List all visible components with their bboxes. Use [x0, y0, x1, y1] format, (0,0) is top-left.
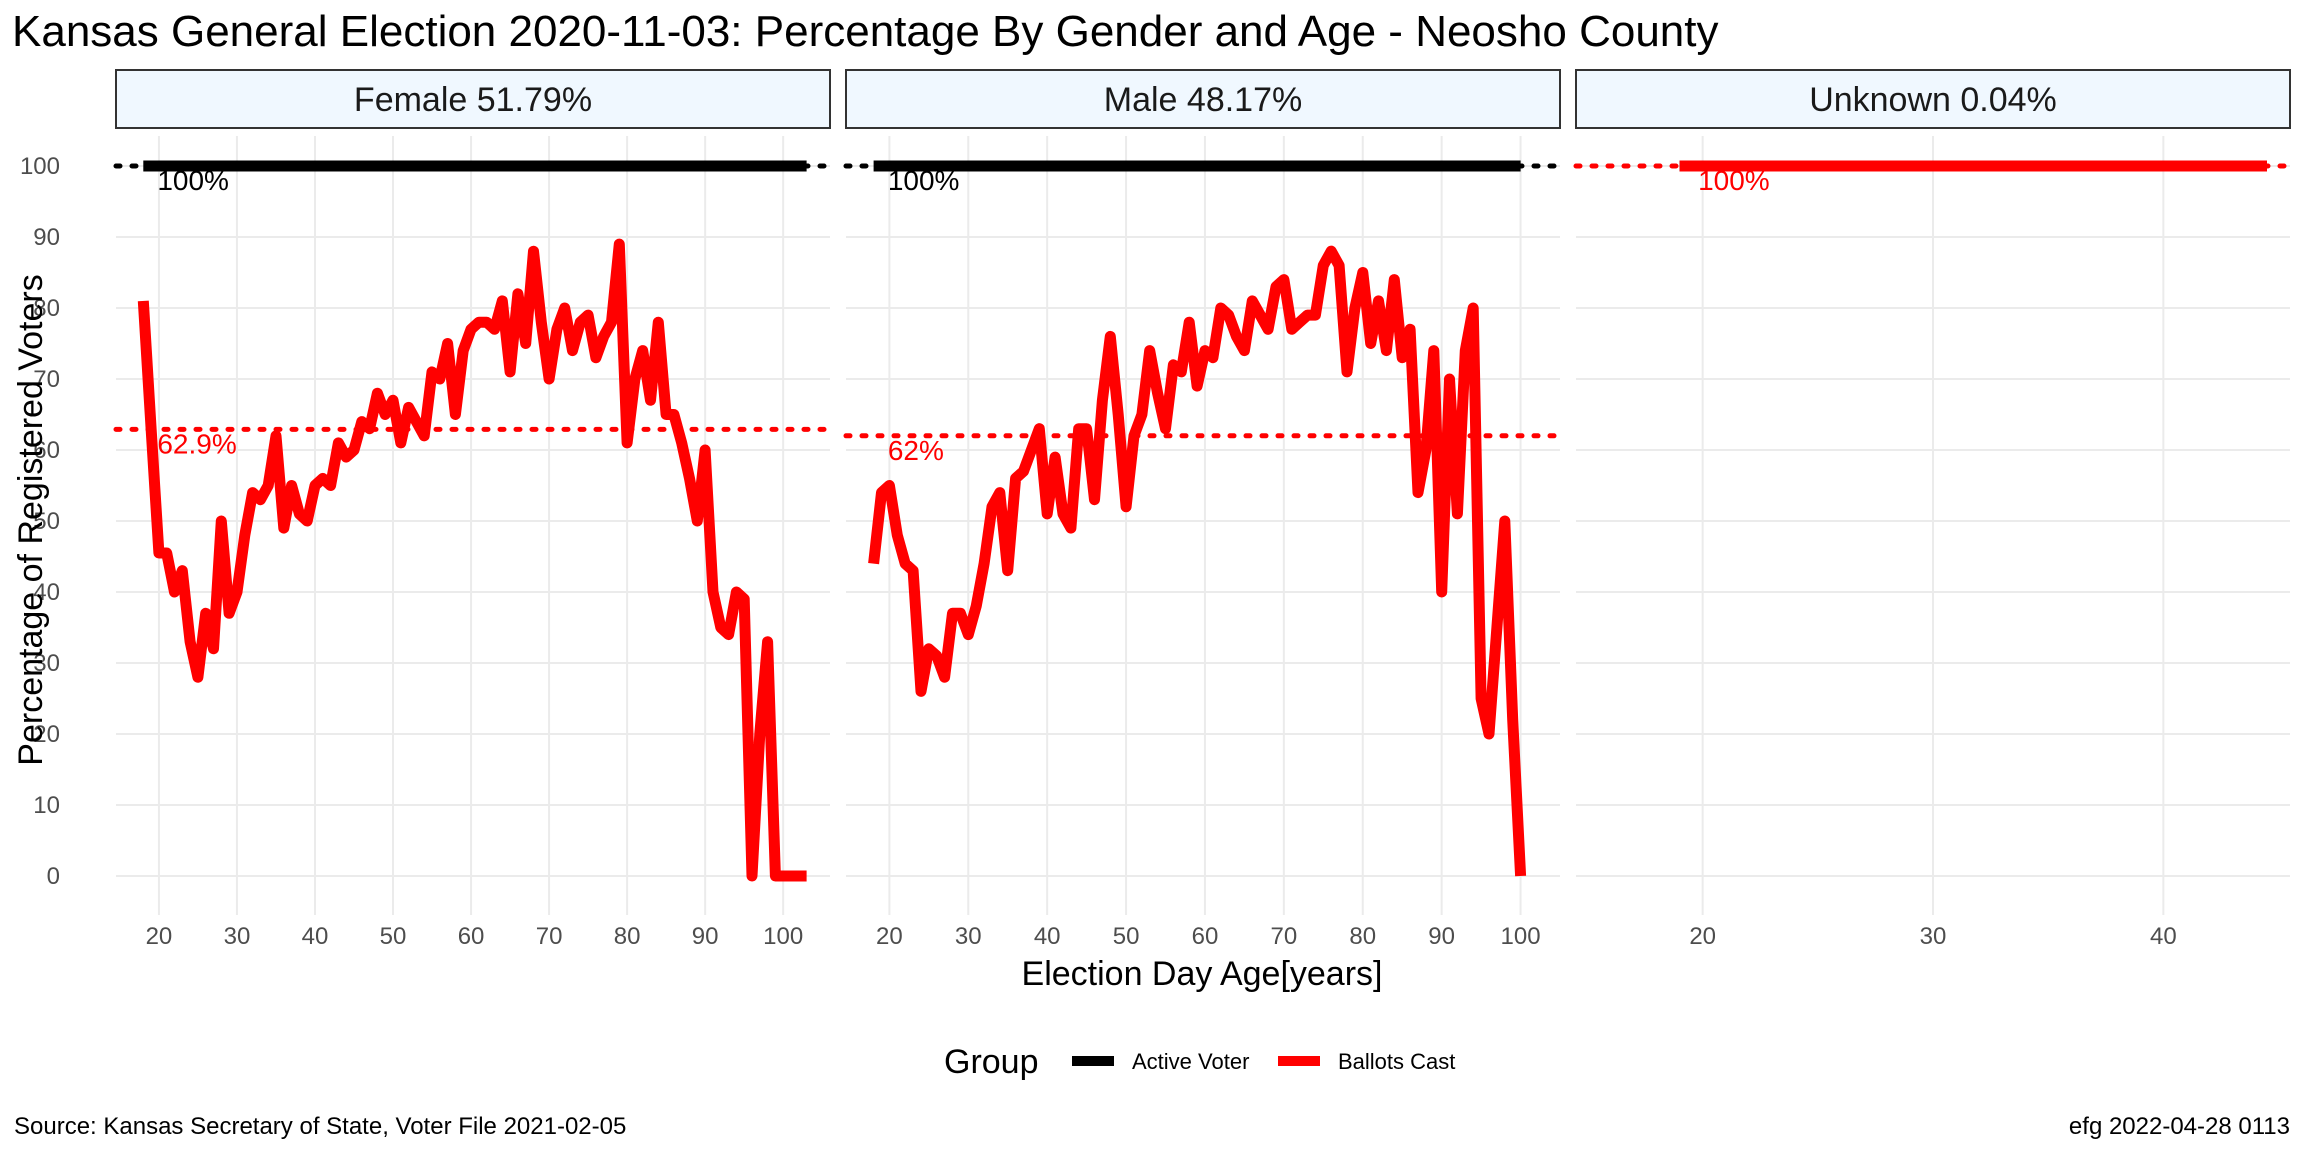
x-tick-label: 60 [458, 923, 485, 950]
reference-line-label: 62% [888, 435, 944, 466]
x-tick-label: 30 [224, 923, 251, 950]
x-tick-label: 50 [1113, 923, 1140, 950]
y-tick-label: 10 [33, 792, 60, 819]
facet-strip-label: Female 51.79% [354, 81, 592, 119]
y-axis: 0 10 20 30 40 50 60 70 80 90 100 [20, 153, 60, 890]
x-tick-label: 100 [1501, 923, 1541, 950]
y-tick-label: 40 [33, 579, 60, 606]
x-tick-label: 20 [146, 923, 173, 950]
ballots-cast-line [868, 245, 1527, 877]
facet-panels: Female 51.79%20 30 40 50 60 70 80 90 100100%62.9… [113, 69, 2293, 950]
y-tick-label: 60 [33, 437, 60, 464]
x-tick-label: 20 [1689, 923, 1716, 950]
x-tick-label: 80 [614, 923, 641, 950]
y-tick-label: 20 [33, 721, 60, 748]
ballots-cast-line [137, 238, 807, 882]
x-tick-label: 70 [536, 923, 563, 950]
x-tick-label: 40 [2150, 923, 2177, 950]
facet-strip-label: Male 48.17% [1104, 81, 1302, 119]
source-caption: Source: Kansas Secretary of State, Voter… [14, 1113, 626, 1140]
legend-title: Group [944, 1043, 1039, 1081]
date-caption: efg 2022-04-28 0113 [2069, 1113, 2290, 1140]
x-tick-label: 30 [1920, 923, 1947, 950]
x-tick-label: 60 [1192, 923, 1219, 950]
y-tick-label: 70 [33, 366, 60, 393]
x-tick-label: 40 [302, 923, 329, 950]
y-tick-label: 80 [33, 295, 60, 322]
y-axis-title: Percentage of Registered Voters [12, 274, 50, 765]
x-tick-label: 90 [1428, 923, 1455, 950]
reference-line-label: 62.9% [157, 428, 236, 459]
y-tick-label: 50 [33, 508, 60, 535]
facet-strip [1575, 69, 2291, 129]
x-tick-label: 50 [380, 923, 407, 950]
chart-title: Kansas General Election 2020-11-03: Perc… [12, 7, 1718, 56]
x-tick-label: 40 [1034, 923, 1061, 950]
y-tick-label: 30 [33, 650, 60, 677]
facet-strip [115, 69, 831, 129]
x-tick-label: 90 [692, 923, 719, 950]
x-tick-label: 70 [1271, 923, 1298, 950]
facet-strip [845, 69, 1561, 129]
y-tick-label: 0 [47, 863, 60, 890]
y-tick-label: 100 [20, 153, 60, 180]
x-tick-label: 20 [876, 923, 903, 950]
facet-strip-label: Unknown 0.04% [1809, 81, 2057, 119]
x-tick-label: 100 [763, 923, 803, 950]
x-tick-label: 80 [1349, 923, 1376, 950]
y-tick-label: 90 [33, 224, 60, 251]
x-tick-label: 30 [955, 923, 982, 950]
x-axis-title: Election Day Age[years] [1022, 955, 1383, 993]
legend-label: Active Voter [1132, 1049, 1249, 1074]
facet-panel-1: Female 51.79%20 30 40 50 60 70 80 90 100100%62.9… [113, 69, 833, 950]
legend: Group Active Voter Ballots Cast [944, 1043, 1455, 1081]
legend-label: Ballots Cast [1338, 1049, 1455, 1074]
